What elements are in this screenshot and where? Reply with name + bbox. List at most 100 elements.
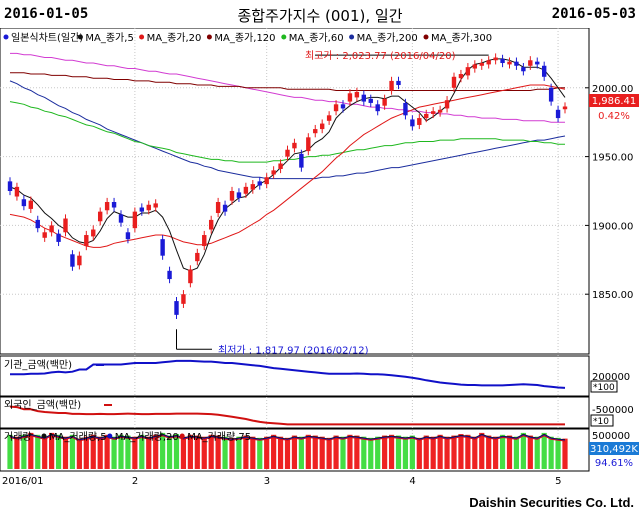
candle-body xyxy=(410,119,415,127)
volume-legend-swatch xyxy=(107,433,113,439)
volume-bar xyxy=(69,434,76,469)
y-tick-label: 1850.00 xyxy=(592,290,633,301)
volume-bar xyxy=(291,435,298,469)
volume-bar xyxy=(479,432,485,469)
legend: 일본식차트(일간) MA_종가,5 MA_종가,20 MA_종가,120 MA_종가,6… xyxy=(3,32,492,44)
legend-swatch xyxy=(206,34,212,40)
candle-body xyxy=(195,252,200,262)
foreign-tick: -500000 xyxy=(592,405,634,416)
volume-bar xyxy=(215,435,221,469)
volume-bar xyxy=(83,436,89,469)
last-volume-tag xyxy=(589,442,639,455)
volume-bar xyxy=(326,437,332,469)
volume-bar xyxy=(402,436,409,469)
candle-body xyxy=(444,100,450,109)
volume-bar xyxy=(264,436,270,469)
volume-bar xyxy=(55,434,62,469)
candle-body xyxy=(368,98,373,103)
volume-legend-label: MA_거래량,20 xyxy=(115,431,179,443)
volume-bar xyxy=(194,435,200,469)
y-tick-label: 1900.00 xyxy=(592,221,633,232)
volume-bar xyxy=(271,434,277,469)
candle-body xyxy=(514,61,519,66)
volume-bar xyxy=(347,434,353,469)
candle-body xyxy=(333,104,339,112)
volume-bar xyxy=(305,434,311,469)
volume-bar xyxy=(361,436,367,469)
x-tick-label: 4 xyxy=(409,476,415,487)
volume-bar xyxy=(250,436,256,469)
candle-body xyxy=(403,102,408,116)
volume-bar xyxy=(277,436,284,469)
candle-body xyxy=(493,57,498,61)
volume-bar xyxy=(187,434,193,469)
volume-bar xyxy=(153,434,159,469)
volume-bar xyxy=(97,436,103,469)
volume-label: 거래량 xyxy=(4,431,32,443)
candle-body xyxy=(243,186,249,194)
volume-bar xyxy=(541,432,547,469)
candle-body xyxy=(340,104,346,109)
candlesticks xyxy=(7,53,568,319)
legend-label: MA_종가,5 xyxy=(85,32,133,44)
candle-body xyxy=(430,111,436,114)
foreign-panel-frame xyxy=(0,396,590,429)
volume-bar xyxy=(354,435,360,469)
volume-bar xyxy=(486,435,492,469)
candle-body xyxy=(437,109,443,113)
volume-bar xyxy=(35,434,41,469)
inst-panel-frame xyxy=(0,355,590,397)
candle-body xyxy=(424,113,429,119)
candle-body xyxy=(548,87,554,102)
last-price-tag xyxy=(589,94,639,107)
candle-body xyxy=(7,181,13,191)
volume-bar xyxy=(160,432,166,469)
legend-swatch xyxy=(3,34,9,40)
candle-body xyxy=(104,202,110,211)
inst-label: 기관_금액(백만) xyxy=(4,359,72,371)
candle-body xyxy=(361,94,367,102)
volume-ma75-line xyxy=(9,435,566,442)
volume-bar xyxy=(465,434,471,469)
volume-bar xyxy=(180,436,187,469)
volume-bar xyxy=(90,434,96,469)
foreign-unit: *10 xyxy=(593,417,609,427)
volume-bar xyxy=(319,436,325,469)
volume-bar xyxy=(28,432,34,469)
grid-lines xyxy=(0,28,589,471)
volume-bar xyxy=(382,435,388,469)
candle-body xyxy=(396,80,401,86)
volume-bar xyxy=(222,436,228,469)
candle-body xyxy=(347,93,353,102)
volume-bar xyxy=(548,436,554,469)
volume-bar xyxy=(312,435,318,469)
volume-legend-label: MA_거래량,5 xyxy=(49,431,107,443)
candle-body xyxy=(63,218,68,233)
candle-body xyxy=(472,64,478,69)
volume-ma20-line xyxy=(9,434,566,441)
chart-area: 2000.00 1950.00 1900.00 1850.00 2016/01 2 3 4 5… xyxy=(0,27,640,492)
volume-bar xyxy=(513,436,520,469)
volume-bar xyxy=(534,436,540,469)
candle-body xyxy=(153,203,158,208)
candle-body xyxy=(188,269,193,284)
candle-body xyxy=(35,219,40,229)
volume-bar xyxy=(409,435,415,469)
volume-bar xyxy=(229,437,235,469)
candle-body xyxy=(160,239,165,256)
candle-body xyxy=(174,301,179,315)
volume-bar xyxy=(298,436,304,469)
volume-bar xyxy=(208,434,214,469)
sub-panels: 기관_금액(백만) 200000*100 외국인_금액(백만) -500000*10 거… xyxy=(4,359,634,469)
candle-body xyxy=(354,91,360,98)
candle-body xyxy=(417,118,422,125)
low-annotation: 최저가 : 1,817.97 (2016/02/12) xyxy=(218,344,369,356)
ma200-line xyxy=(9,80,566,180)
candle-body xyxy=(500,58,505,64)
candle-body xyxy=(236,192,242,198)
volume-bar xyxy=(21,434,27,469)
y-tick-label: 2000.00 xyxy=(592,84,633,95)
candle-body xyxy=(326,115,332,121)
legend-label: MA_종가,60 xyxy=(289,32,344,44)
candle-body xyxy=(458,74,464,79)
